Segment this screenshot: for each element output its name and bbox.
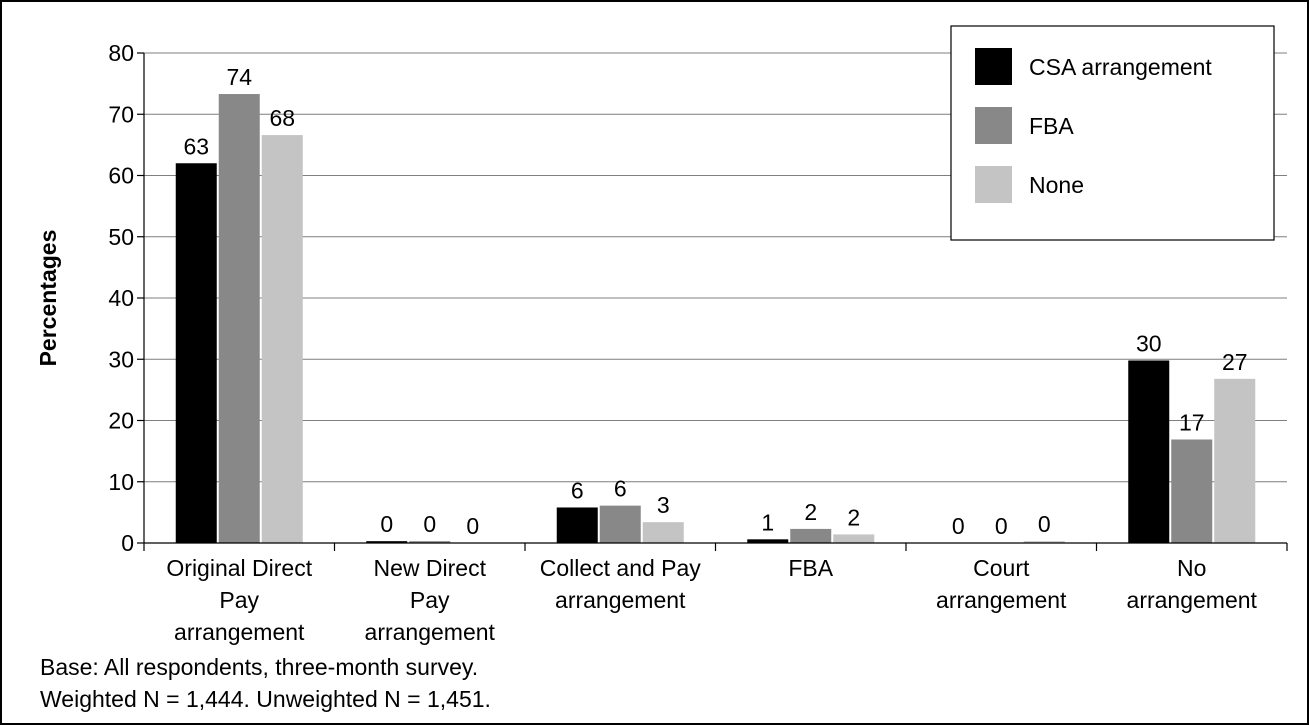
y-tick-label: 0 bbox=[121, 530, 134, 556]
y-tick-label: 10 bbox=[108, 469, 134, 495]
bar bbox=[1214, 378, 1256, 543]
data-label: 0 bbox=[423, 511, 436, 537]
bar bbox=[175, 163, 217, 543]
data-label: 17 bbox=[1179, 409, 1205, 435]
x-tick-label: Court arrangement bbox=[936, 555, 1067, 613]
y-tick-label: 30 bbox=[108, 346, 134, 372]
bar bbox=[599, 505, 641, 543]
bar bbox=[556, 507, 598, 543]
data-label: 0 bbox=[1038, 511, 1051, 537]
data-label: 27 bbox=[1222, 349, 1248, 375]
data-label: 63 bbox=[183, 133, 209, 159]
data-label: 74 bbox=[226, 64, 252, 90]
weights-note: Weighted N = 1,444. Unweighted N = 1,451… bbox=[40, 686, 491, 712]
bar bbox=[261, 135, 303, 543]
bar bbox=[1171, 439, 1213, 543]
legend-label: FBA bbox=[1029, 113, 1074, 139]
x-tick-label: Original Direct Pay arrangement bbox=[166, 555, 312, 645]
legend-label: None bbox=[1029, 172, 1084, 198]
data-label: 0 bbox=[466, 513, 479, 539]
bar bbox=[747, 539, 789, 543]
legend-swatch bbox=[975, 48, 1012, 85]
base-note: Base: All respondents, three-month surve… bbox=[40, 654, 479, 680]
y-axis-title: Percentages bbox=[35, 230, 61, 367]
legend-swatch bbox=[975, 166, 1012, 203]
bar bbox=[1128, 360, 1170, 543]
data-label: 0 bbox=[995, 513, 1008, 539]
data-label: 1 bbox=[761, 509, 774, 535]
x-tick-label: No arrangement bbox=[1127, 555, 1258, 613]
bar bbox=[642, 522, 684, 543]
data-label: 6 bbox=[614, 476, 627, 502]
y-tick-label: 60 bbox=[108, 163, 134, 189]
data-label: 2 bbox=[804, 499, 817, 525]
x-tick-label: FBA bbox=[788, 555, 833, 581]
data-label: 3 bbox=[657, 492, 670, 518]
y-tick-label: 40 bbox=[108, 285, 134, 311]
bar bbox=[833, 534, 875, 543]
bar bbox=[790, 528, 832, 543]
x-tick-label: Collect and Pay arrangement bbox=[540, 555, 702, 613]
data-label: 30 bbox=[1136, 330, 1162, 356]
bar bbox=[218, 94, 260, 543]
y-tick-label: 50 bbox=[108, 224, 134, 250]
y-tick-label: 80 bbox=[108, 40, 134, 66]
legend-label: CSA arrangement bbox=[1029, 54, 1212, 80]
y-tick-label: 20 bbox=[108, 408, 134, 434]
data-label: 0 bbox=[952, 513, 965, 539]
data-label: 68 bbox=[269, 105, 295, 131]
data-label: 2 bbox=[847, 504, 860, 530]
y-tick-label: 70 bbox=[108, 101, 134, 127]
bar bbox=[1023, 541, 1065, 543]
data-label: 0 bbox=[380, 511, 393, 537]
bar bbox=[409, 541, 451, 543]
legend-swatch bbox=[975, 107, 1012, 144]
x-tick-label: New Direct Pay arrangement bbox=[365, 555, 496, 645]
data-label: 6 bbox=[571, 477, 584, 503]
bar bbox=[366, 541, 408, 543]
